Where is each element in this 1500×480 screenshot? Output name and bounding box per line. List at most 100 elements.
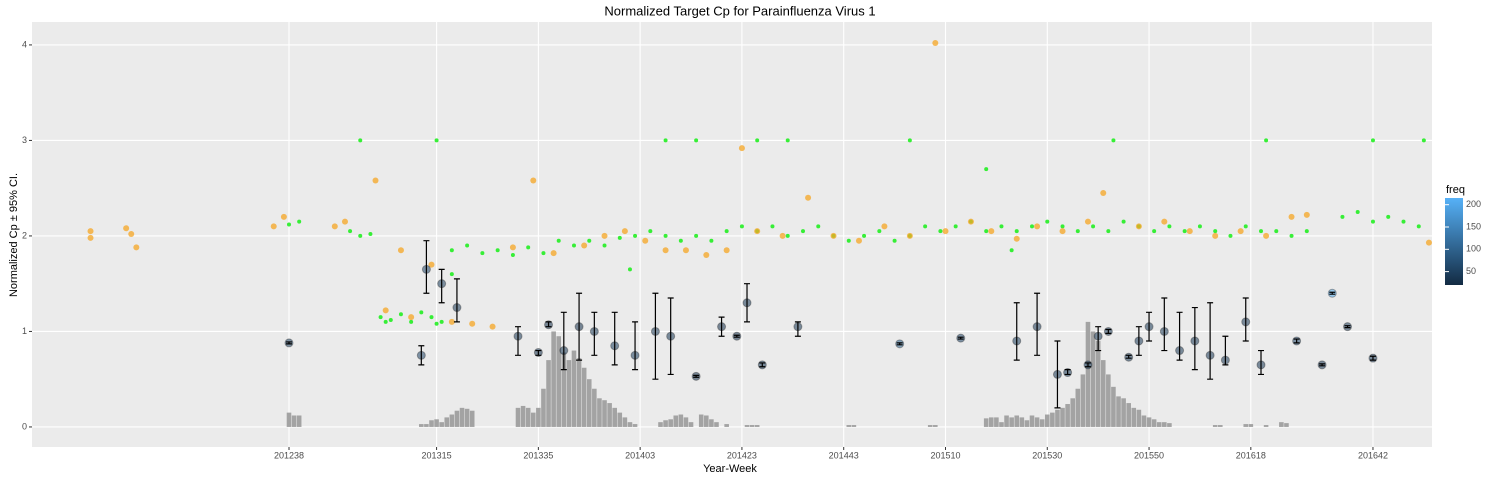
green-point xyxy=(1370,219,1375,224)
green-point xyxy=(892,238,897,243)
error-bar xyxy=(1105,328,1112,334)
green-point xyxy=(663,233,668,238)
green-point xyxy=(846,238,851,243)
orange-point xyxy=(397,247,404,254)
green-point xyxy=(1386,214,1391,219)
error-bar xyxy=(611,311,618,366)
green-point xyxy=(633,233,638,238)
count-bar xyxy=(1004,415,1009,427)
count-bar xyxy=(1039,419,1045,427)
orange-point xyxy=(1100,189,1107,196)
green-point xyxy=(1243,224,1248,229)
green-point xyxy=(286,222,291,227)
error-bar xyxy=(1013,302,1020,361)
green-point xyxy=(755,138,760,143)
orange-point xyxy=(382,307,389,314)
green-point xyxy=(694,233,699,238)
count-bar xyxy=(551,331,556,427)
count-bar xyxy=(688,422,694,427)
count-bar xyxy=(714,422,719,427)
error-bar xyxy=(1095,326,1102,352)
count-bar xyxy=(597,398,602,427)
count-bar xyxy=(291,415,297,427)
green-point xyxy=(358,233,363,238)
error-bar xyxy=(560,311,567,371)
green-point xyxy=(724,229,729,234)
green-point xyxy=(1060,224,1065,229)
green-point xyxy=(587,238,592,243)
green-point xyxy=(480,251,485,256)
orange-point xyxy=(754,228,761,235)
count-bar xyxy=(1156,422,1162,427)
count-bar xyxy=(1095,340,1101,427)
error-bar xyxy=(1319,363,1326,367)
green-point xyxy=(1045,219,1050,224)
legend-title: freq xyxy=(1446,184,1465,196)
green-point xyxy=(556,238,561,243)
green-point xyxy=(648,229,653,234)
green-point xyxy=(1182,229,1187,234)
count-bar xyxy=(525,407,531,427)
green-point xyxy=(617,235,622,240)
count-bar xyxy=(612,407,617,427)
chart-title: Normalized Target Cp for Parainfluenza V… xyxy=(604,3,875,18)
green-point xyxy=(785,138,790,143)
green-point xyxy=(816,224,821,229)
error-bar xyxy=(1125,354,1132,359)
count-bar xyxy=(927,425,933,427)
count-bar xyxy=(469,410,475,427)
count-bar xyxy=(1085,321,1091,427)
x-tick-label: 201530 xyxy=(1032,450,1062,460)
count-bar xyxy=(1212,425,1218,427)
count-bar xyxy=(439,422,444,427)
orange-point xyxy=(372,177,379,184)
count-bar xyxy=(632,424,638,427)
green-point xyxy=(999,224,1004,229)
y-tick-label: 0 xyxy=(22,421,27,431)
green-point xyxy=(1340,214,1345,219)
orange-point xyxy=(932,40,939,47)
count-bar xyxy=(602,400,607,427)
error-bar xyxy=(1222,335,1229,366)
count-bar xyxy=(1009,417,1014,427)
green-point xyxy=(1075,229,1080,234)
green-point xyxy=(739,224,744,229)
orange-point xyxy=(906,232,913,239)
green-point xyxy=(694,138,699,143)
orange-point xyxy=(682,247,689,254)
error-bar xyxy=(1344,325,1351,329)
orange-point xyxy=(280,213,287,220)
error-bar xyxy=(535,349,542,356)
green-point xyxy=(1370,138,1375,143)
count-bar xyxy=(933,425,938,427)
error-bar xyxy=(1034,292,1041,356)
count-bar xyxy=(286,412,292,427)
green-point xyxy=(785,233,790,238)
x-axis-label: Year-Week xyxy=(703,463,757,475)
error-bar xyxy=(285,341,292,345)
count-bar xyxy=(704,415,709,427)
orange-point xyxy=(1263,232,1270,239)
count-bar xyxy=(464,408,470,427)
error-bar xyxy=(1084,362,1091,368)
count-bar xyxy=(454,410,460,427)
orange-point xyxy=(988,228,995,235)
green-point xyxy=(602,243,607,248)
count-bar xyxy=(683,417,689,427)
error-bar xyxy=(545,321,552,328)
green-point xyxy=(348,229,353,234)
count-bar xyxy=(983,418,989,427)
green-point xyxy=(449,272,454,277)
count-bar xyxy=(851,425,857,427)
orange-point xyxy=(621,228,628,235)
error-bar xyxy=(1135,326,1142,356)
error-bar xyxy=(1207,302,1214,380)
error-bar xyxy=(1054,340,1061,409)
count-bar xyxy=(520,405,526,427)
error-bar xyxy=(1161,297,1168,352)
count-bar xyxy=(668,419,673,427)
error-bar xyxy=(733,334,740,338)
x-tick-label: 201618 xyxy=(1236,450,1266,460)
